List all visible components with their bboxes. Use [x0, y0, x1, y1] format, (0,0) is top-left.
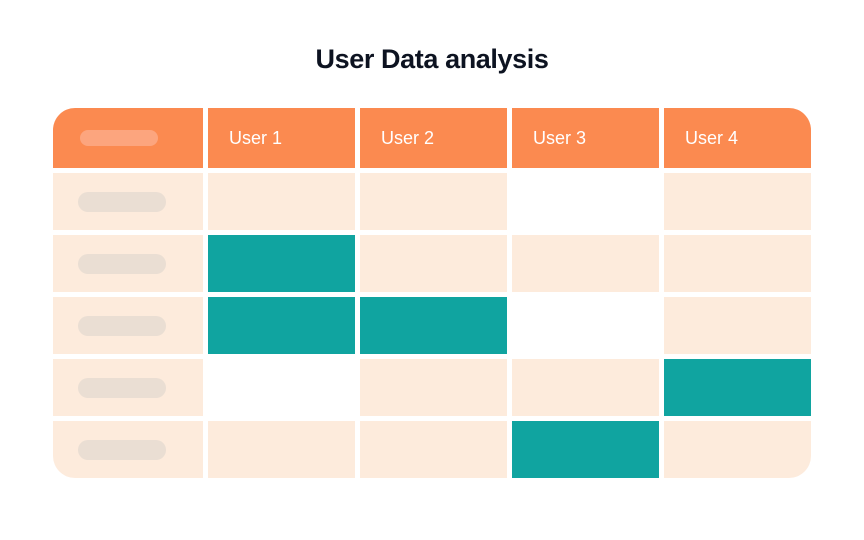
- cell-r3-user4: [664, 297, 811, 354]
- row-5-label-cell: [53, 421, 203, 478]
- cell-r1-user4: [664, 173, 811, 230]
- page-title: User Data analysis: [315, 44, 549, 74]
- header-corner-cell: [53, 108, 203, 168]
- cell-r1-user3: [512, 173, 659, 230]
- row-3-label-cell: [53, 297, 203, 354]
- cell-r2-user1: [208, 235, 355, 292]
- cell-r2-user3: [512, 235, 659, 292]
- user-data-table: User 1 User 2 User 3 User 4: [53, 108, 811, 478]
- cell-r5-user2: [360, 421, 507, 478]
- cell-r4-user4: [664, 359, 811, 416]
- cell-r3-user1: [208, 297, 355, 354]
- header-user-2-label: User 2: [381, 127, 435, 148]
- cell-r3-user3: [512, 297, 659, 354]
- header-user-4: User 4: [664, 108, 811, 168]
- header-user-4-label: User 4: [685, 127, 739, 148]
- cell-r5-user4: [664, 421, 811, 478]
- header-user-3: User 3: [512, 108, 659, 168]
- header-label-placeholder: [80, 130, 158, 146]
- row-2-label-placeholder: [78, 253, 166, 274]
- row-4-label-cell: [53, 359, 203, 416]
- row-3-label-placeholder: [78, 315, 166, 336]
- cell-r4-user1: [208, 359, 355, 416]
- cell-r1-user2: [360, 173, 507, 230]
- row-1-label-cell: [53, 173, 203, 230]
- cell-r2-user2: [360, 235, 507, 292]
- cell-r3-user2: [360, 297, 507, 354]
- row-1-label-placeholder: [78, 191, 166, 212]
- header-user-3-label: User 3: [533, 127, 587, 148]
- cell-r4-user2: [360, 359, 507, 416]
- cell-r5-user1: [208, 421, 355, 478]
- row-5-label-placeholder: [78, 439, 166, 460]
- cell-r2-user4: [664, 235, 811, 292]
- row-4-label-placeholder: [78, 377, 166, 398]
- header-user-1-label: User 1: [229, 127, 283, 148]
- cell-r4-user3: [512, 359, 659, 416]
- row-2-label-cell: [53, 235, 203, 292]
- header-user-2: User 2: [360, 108, 507, 168]
- cell-r5-user3: [512, 421, 659, 478]
- cell-r1-user1: [208, 173, 355, 230]
- header-user-1: User 1: [208, 108, 355, 168]
